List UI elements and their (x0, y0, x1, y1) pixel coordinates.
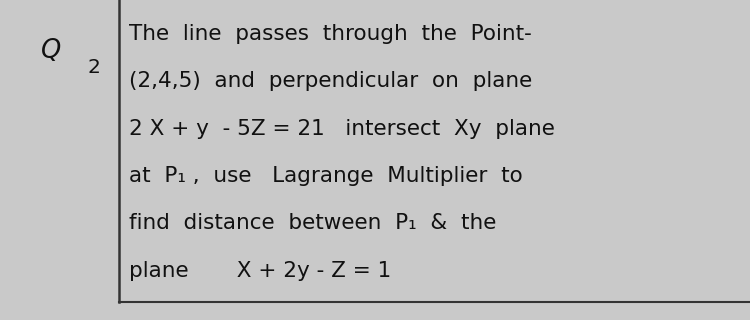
Text: plane       X + 2y - Z = 1: plane X + 2y - Z = 1 (129, 261, 392, 281)
Text: at  P₁ ,  use   Lagrange  Multiplier  to: at P₁ , use Lagrange Multiplier to (129, 166, 523, 186)
Text: The  line  passes  through  the  Point-: The line passes through the Point- (129, 24, 532, 44)
Text: 2: 2 (88, 58, 100, 76)
Text: Q: Q (41, 38, 62, 64)
Text: find  distance  between  P₁  &  the: find distance between P₁ & the (129, 213, 497, 233)
Text: (2,4,5)  and  perpendicular  on  plane: (2,4,5) and perpendicular on plane (129, 71, 532, 91)
Text: 2 X + y  - 5Z = 21   intersect  Xy  plane: 2 X + y - 5Z = 21 intersect Xy plane (129, 119, 555, 139)
